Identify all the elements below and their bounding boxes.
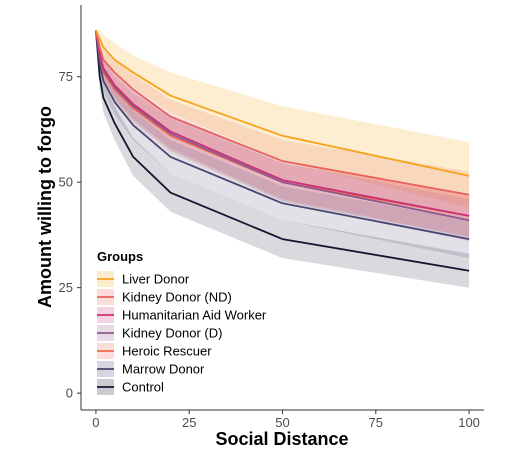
legend-label: Heroic Rescuer xyxy=(122,344,212,359)
y-axis-ticks: 0 25 50 75 xyxy=(59,69,81,401)
legend-item-heroic-rescuer: Heroic Rescuer xyxy=(97,343,212,359)
legend-label: Control xyxy=(122,380,164,395)
band-humanitarian-aid-worker xyxy=(95,30,470,237)
legend-label: Kidney Donor (D) xyxy=(122,326,222,341)
legend-label: Kidney Donor (ND) xyxy=(122,290,232,305)
band-kidney-donor-nd xyxy=(95,30,470,221)
confidence-bands xyxy=(95,30,470,288)
legend-item-kidney-donor-d: Kidney Donor (D) xyxy=(97,325,222,341)
y-tick-label: 25 xyxy=(59,280,73,295)
band-control xyxy=(95,30,470,288)
x-tick-label: 100 xyxy=(458,415,480,430)
y-tick-label: 0 xyxy=(66,386,73,401)
legend-item-marrow-donor: Marrow Donor xyxy=(97,361,205,377)
line-control xyxy=(95,30,470,272)
x-axis-title: Social Distance xyxy=(215,429,348,449)
y-axis-title: Amount willing to forgo xyxy=(35,106,55,308)
line-marrow-donor xyxy=(95,30,470,240)
x-tick-label: 25 xyxy=(182,415,196,430)
legend-item-kidney-donor-nd: Kidney Donor (ND) xyxy=(97,289,232,305)
legend-item-liver-donor: Liver Donor xyxy=(97,271,190,287)
band-kidney-donor-d xyxy=(95,30,470,242)
x-tick-label: 0 xyxy=(92,415,99,430)
line-humanitarian-aid-worker xyxy=(95,30,470,217)
line-kidney-donor-nd xyxy=(95,30,470,196)
band-liver-donor xyxy=(95,30,470,208)
y-tick-label: 75 xyxy=(59,69,73,84)
legend-label: Liver Donor xyxy=(122,272,190,287)
x-axis-ticks: 0 25 50 75 100 xyxy=(92,410,480,430)
series-lines xyxy=(95,29,470,272)
y-tick-label: 50 xyxy=(59,175,73,190)
legend-item-humanitarian-aid-worker: Humanitarian Aid Worker xyxy=(97,307,267,323)
x-tick-label: 50 xyxy=(275,415,289,430)
legend-title: Groups xyxy=(97,249,143,264)
legend-items: Liver Donor Kidney Donor (ND) Humanitarian… xyxy=(97,271,267,395)
line-liver-donor xyxy=(95,29,470,177)
x-tick-label: 75 xyxy=(369,415,383,430)
legend: Groups Liver Donor Kidney Donor (ND) Human… xyxy=(97,249,267,395)
legend-label: Marrow Donor xyxy=(122,362,205,377)
band-marrow-donor xyxy=(95,30,470,259)
legend-item-control: Control xyxy=(97,379,164,395)
legend-label: Humanitarian Aid Worker xyxy=(122,308,267,323)
band-heroic-rescuer xyxy=(95,30,470,237)
